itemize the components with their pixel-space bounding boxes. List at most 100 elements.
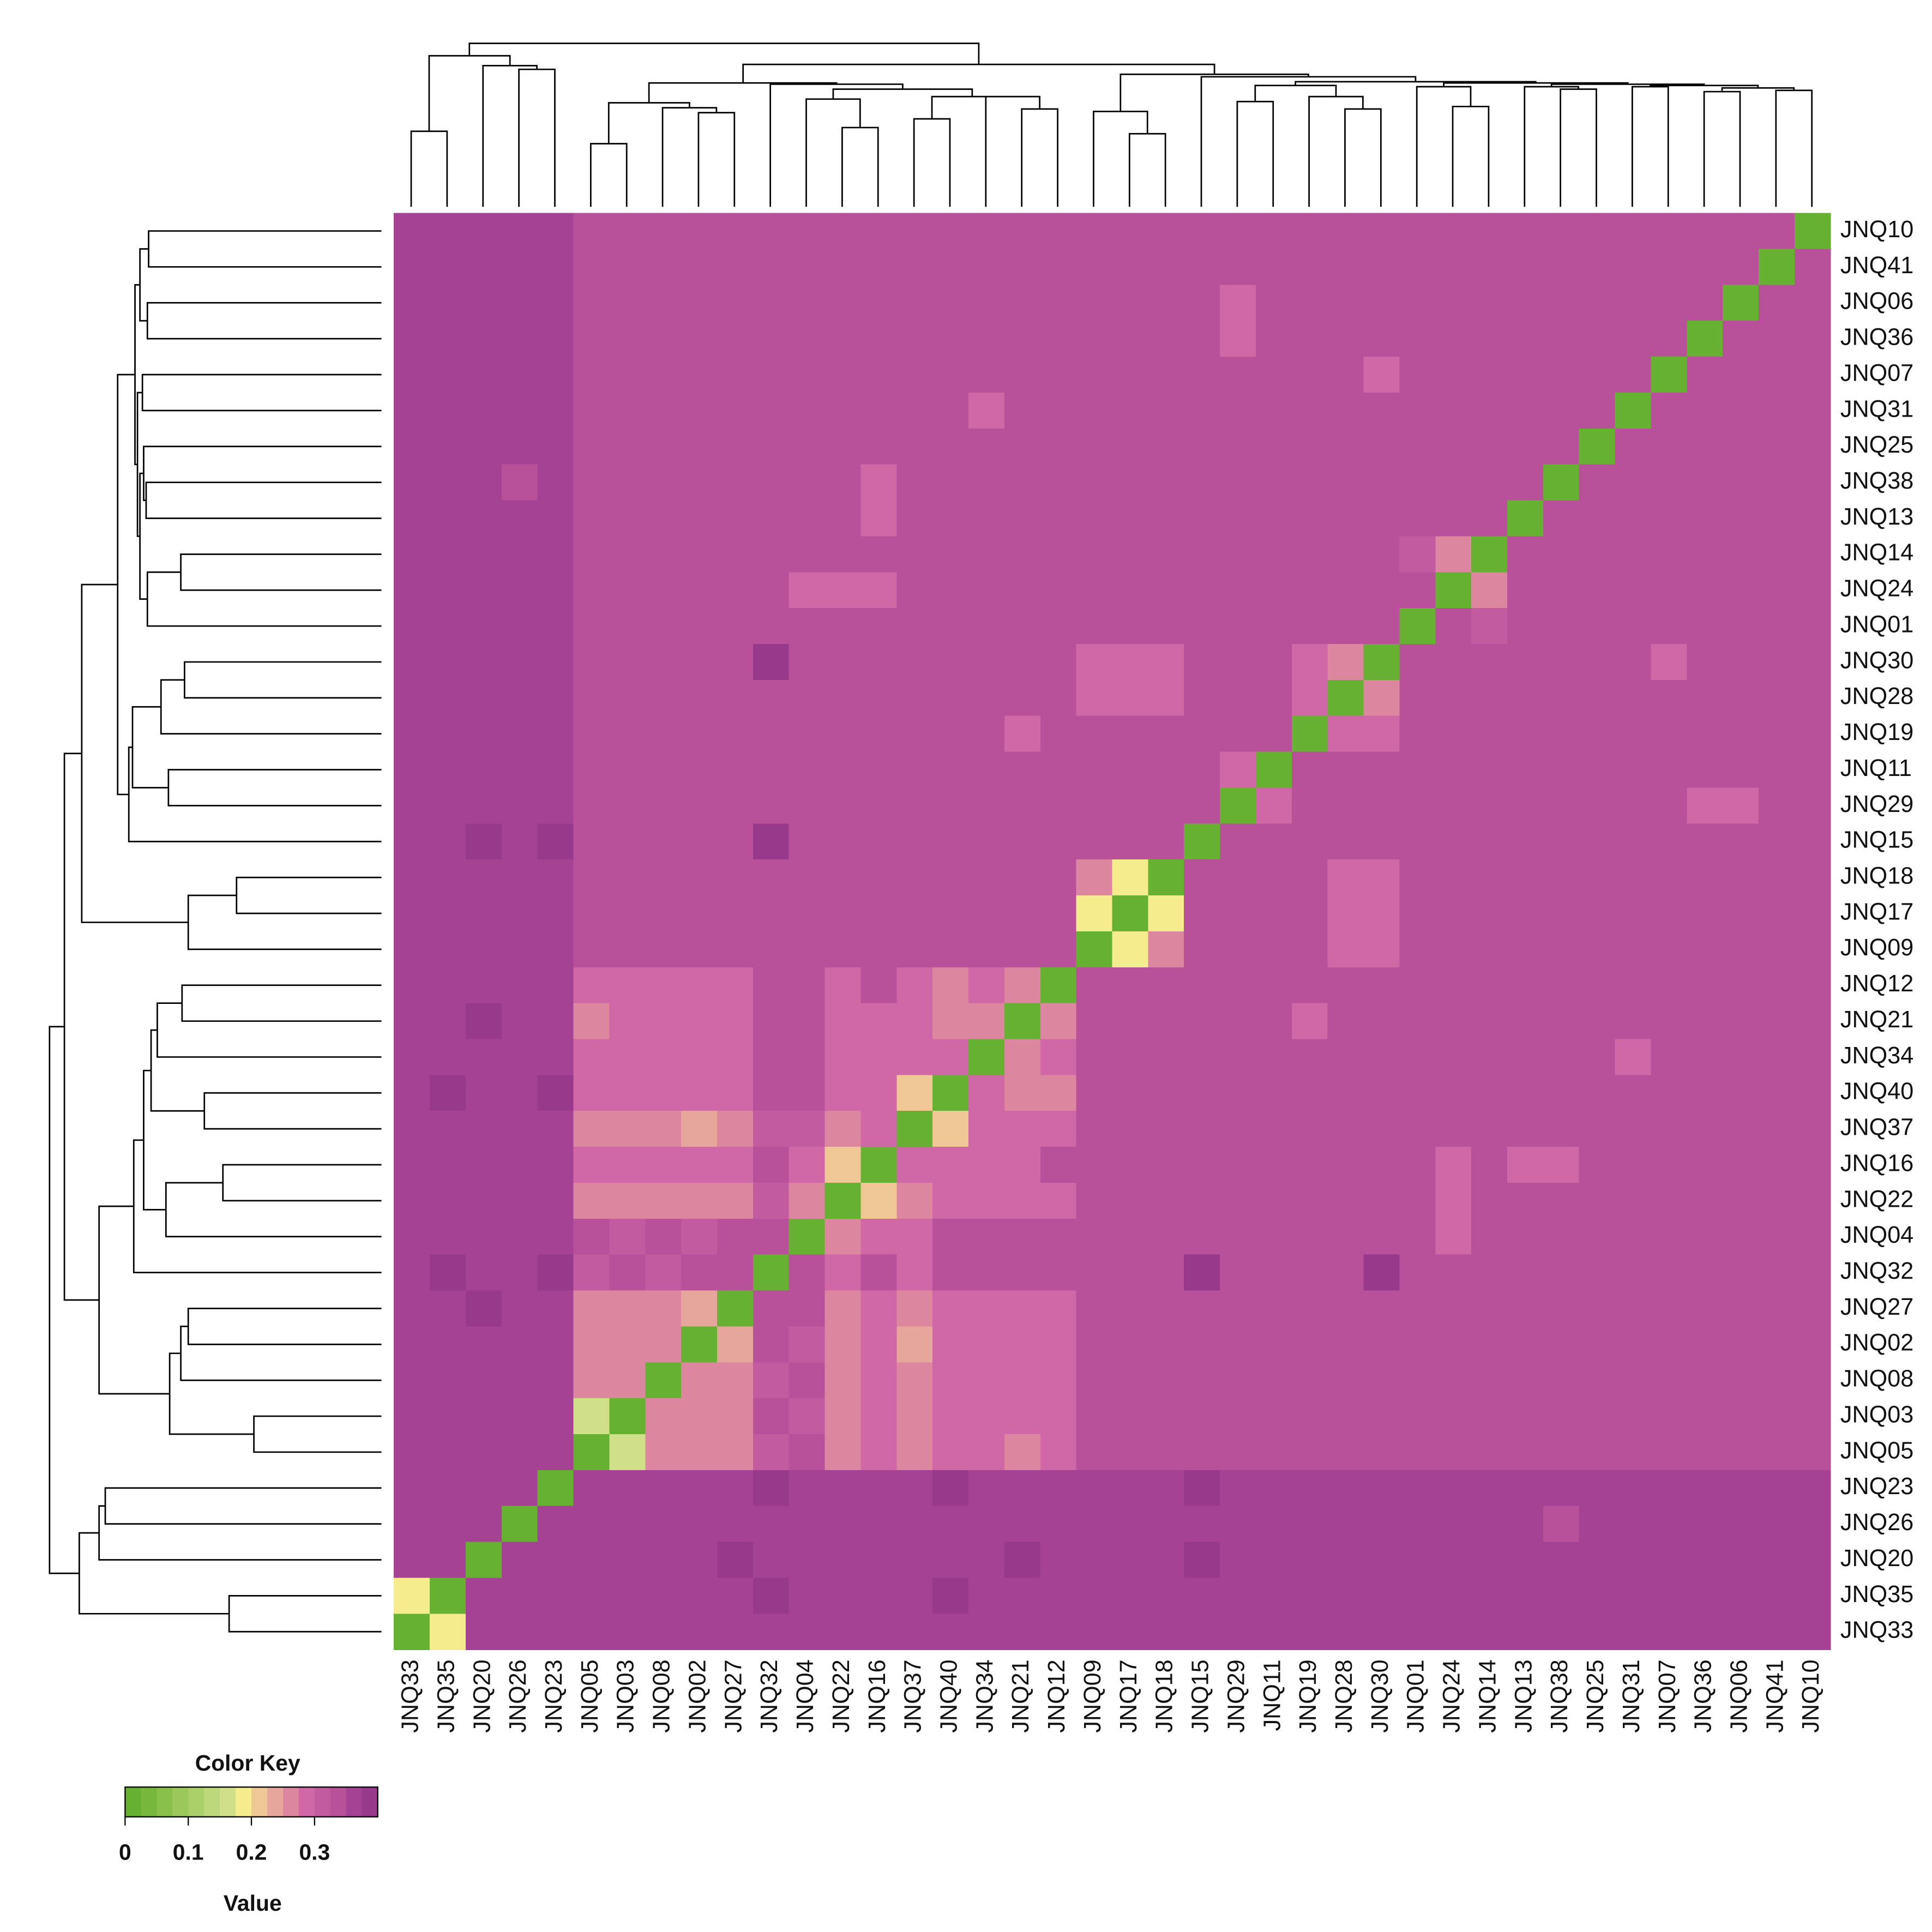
heatmap-cell (932, 1470, 969, 1507)
heatmap-cell (1579, 1506, 1616, 1543)
heatmap-cell (645, 1362, 682, 1399)
heatmap-cell (1759, 644, 1795, 681)
heatmap-cell (537, 1003, 574, 1040)
heatmap-cell (1291, 1254, 1328, 1291)
color-key-title: Color Key (195, 1750, 300, 1775)
heatmap-cell (394, 572, 430, 609)
heatmap-cell (430, 464, 466, 501)
heatmap-cell (860, 392, 898, 429)
heatmap-cell (896, 1614, 934, 1651)
heatmap-cell (1651, 536, 1688, 573)
heatmap-cell (1291, 500, 1328, 537)
heatmap-cell (968, 1398, 1005, 1435)
heatmap-cell (1723, 285, 1759, 322)
heatmap-cell (1651, 1003, 1688, 1040)
heatmap-cell (1184, 1326, 1220, 1363)
heatmap-cell (1579, 679, 1616, 717)
heatmap-cell (1148, 1111, 1185, 1147)
heatmap-cell (824, 608, 862, 645)
heatmap-cell (573, 608, 610, 645)
heatmap-cell (681, 1182, 718, 1219)
heatmap-cell (1363, 285, 1400, 322)
heatmap-cell (824, 357, 862, 393)
heatmap-cell (1040, 608, 1077, 645)
heatmap-cell (1794, 321, 1831, 358)
heatmap-cell (1148, 1398, 1185, 1435)
heatmap-cell (1148, 500, 1185, 537)
heatmap-cell (1399, 967, 1436, 1004)
heatmap-cell (1759, 715, 1795, 753)
heatmap-cell (1363, 500, 1400, 537)
heatmap-cell (932, 715, 969, 753)
heatmap-cell (501, 1326, 538, 1363)
heatmap-cell (1435, 1614, 1472, 1651)
heatmap-cell (753, 213, 790, 250)
heatmap-cell (1076, 357, 1113, 393)
heatmap-cell (430, 1434, 466, 1471)
heatmap-cell (1723, 1290, 1759, 1327)
heatmap-cell (1579, 1290, 1616, 1327)
heatmap-cell (932, 1362, 969, 1399)
heatmap-cell (789, 751, 826, 789)
heatmap-cell (1255, 1147, 1292, 1183)
heatmap-cell (1255, 500, 1292, 537)
heatmap-cell (1543, 931, 1580, 968)
heatmap-cell (860, 1182, 898, 1219)
heatmap-cell (1148, 823, 1185, 860)
heatmap-cell (1184, 1398, 1220, 1435)
heatmap-cell (1435, 321, 1472, 358)
heatmap-cell (1004, 536, 1041, 573)
heatmap-cell (1651, 967, 1688, 1004)
color-key-swatch (282, 1787, 299, 1817)
heatmap-cell (1651, 787, 1688, 824)
heatmap-cell (465, 751, 502, 789)
heatmap-cell (1327, 213, 1364, 250)
heatmap-cell (753, 1362, 790, 1399)
heatmap-cell (717, 428, 754, 465)
heatmap-cell (1148, 644, 1185, 681)
heatmap-cell (968, 1182, 1005, 1219)
heatmap-cell (1435, 644, 1472, 681)
heatmap-cell (1794, 357, 1831, 393)
heatmap-cell (1435, 751, 1472, 789)
heatmap-cell (1004, 464, 1041, 501)
heatmap-cell (394, 895, 430, 932)
heatmap-cell (717, 1218, 754, 1255)
heatmap-cell (465, 787, 502, 824)
heatmap-cell (681, 1326, 718, 1363)
heatmap-cell (1435, 500, 1472, 537)
heatmap-cell (860, 321, 898, 358)
heatmap-cell (824, 931, 862, 968)
heatmap-cell (1255, 1218, 1292, 1255)
heatmap-cell (1148, 787, 1185, 824)
heatmap-cell (430, 715, 466, 753)
heatmap-cell (753, 1111, 790, 1147)
heatmap-cell (609, 644, 646, 681)
heatmap-cell (1255, 428, 1292, 465)
heatmap-cell (1651, 464, 1688, 501)
heatmap-cell (1615, 1147, 1652, 1183)
heatmap-cell (465, 1254, 502, 1291)
heatmap-cell (465, 1362, 502, 1399)
heatmap-cell (394, 859, 430, 896)
heatmap-cell (394, 1254, 430, 1291)
column-label: JNQ24 (1439, 1659, 1465, 1732)
heatmap-cell (1543, 1111, 1580, 1147)
heatmap-cell (681, 1075, 718, 1112)
heatmap-cell (896, 1470, 934, 1507)
heatmap-cell (1076, 679, 1113, 717)
heatmap-cell (1471, 1003, 1508, 1040)
heatmap-cell (681, 213, 718, 250)
heatmap-cell (896, 249, 934, 286)
heatmap-cell (1543, 249, 1580, 286)
heatmap-cell (932, 1147, 969, 1183)
heatmap-cell (1148, 249, 1185, 286)
heatmap-cell (537, 285, 574, 322)
heatmap-cell (1399, 715, 1436, 753)
heatmap-cell (1759, 679, 1795, 717)
heatmap-cell (1220, 931, 1256, 968)
heatmap-cell (896, 931, 934, 968)
column-label: JNQ02 (684, 1659, 711, 1732)
heatmap-cell (1291, 357, 1328, 393)
